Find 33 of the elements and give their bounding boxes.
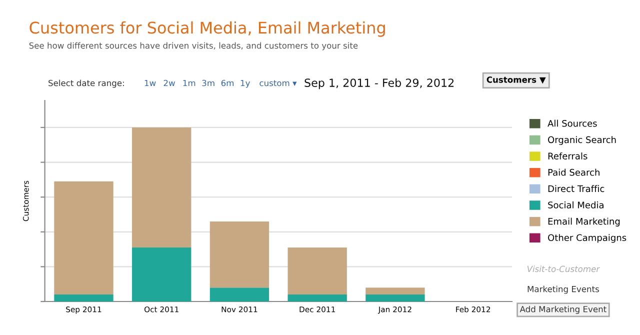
legend-label: Paid Search <box>548 168 600 176</box>
text: Select date range: <box>48 80 124 88</box>
legend-label: All Sources <box>548 120 597 127</box>
bar <box>288 294 347 302</box>
chart-subtitle: See how different sources have driven visits, leads, and customers to your site <box>29 42 358 50</box>
bar <box>54 181 114 295</box>
bar <box>210 288 270 302</box>
bar <box>210 221 270 288</box>
text: 2w <box>164 80 175 86</box>
legend-label: Email Marketing <box>548 218 620 226</box>
text: Visit-to-Customer <box>527 266 600 272</box>
bar <box>54 294 114 302</box>
bar <box>366 294 425 302</box>
bar <box>366 288 425 295</box>
text: Customers ▼ <box>486 76 546 84</box>
legend-label: Social Media <box>548 201 604 208</box>
bar <box>132 127 192 248</box>
text: Marketing Events <box>528 286 599 294</box>
text: 1y <box>240 80 250 88</box>
chart-title: Customers for Social Media, Email Marketing <box>30 21 385 37</box>
text: 1w <box>144 80 156 86</box>
text: 3m <box>202 80 214 86</box>
legend-label: Direct Traffic <box>548 185 604 192</box>
text: custom ▾ <box>260 80 297 86</box>
bar <box>132 248 192 302</box>
text: Sep 1, 2011 - Feb 29, 2012 <box>304 78 454 90</box>
text: Add Marketing Event <box>520 306 606 314</box>
text: 1m <box>183 80 196 86</box>
text: 6m <box>221 80 234 86</box>
legend-label: Other Campaigns <box>548 234 626 243</box>
legend-label: Organic Search <box>548 136 616 145</box>
bar <box>288 248 347 295</box>
legend-label: Referrals <box>548 152 588 160</box>
